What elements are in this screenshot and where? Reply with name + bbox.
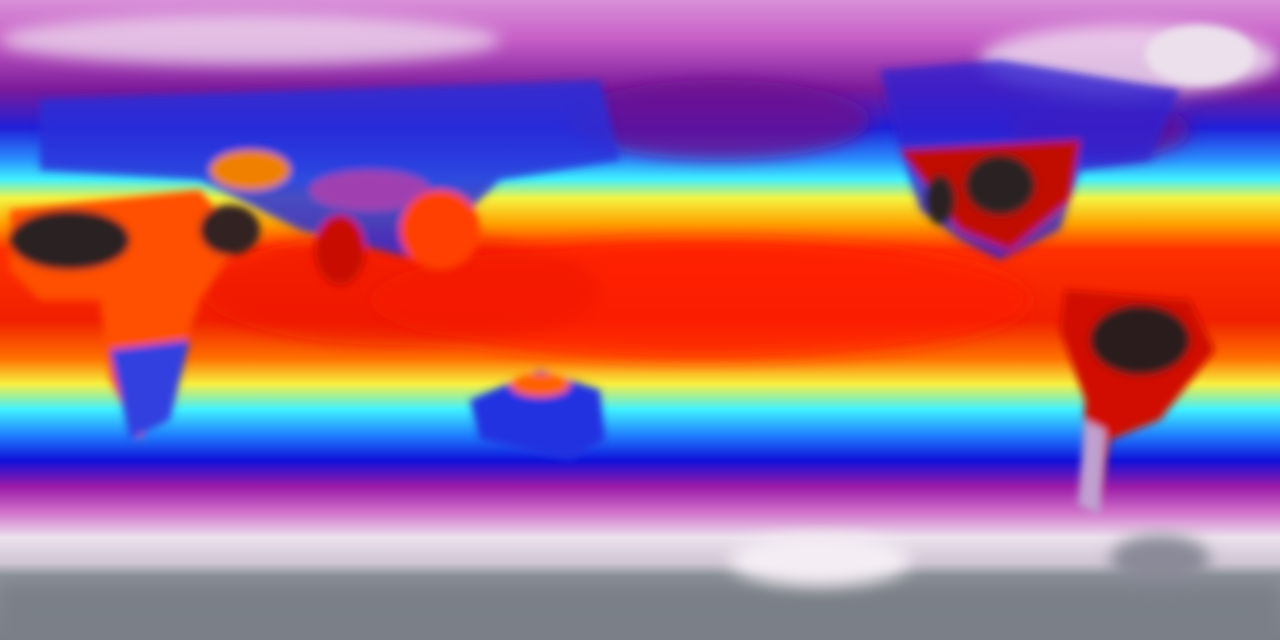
- tropical-ocean: [200, 235, 1030, 360]
- antarctica-ice: [0, 535, 1280, 640]
- eurasia-continent: [40, 80, 620, 285]
- south-america-continent: [1060, 290, 1215, 515]
- greenland-ice: [1145, 25, 1255, 85]
- australia-continent: [470, 370, 605, 460]
- north-america-continent: [880, 60, 1180, 260]
- africa-continent: [10, 190, 260, 440]
